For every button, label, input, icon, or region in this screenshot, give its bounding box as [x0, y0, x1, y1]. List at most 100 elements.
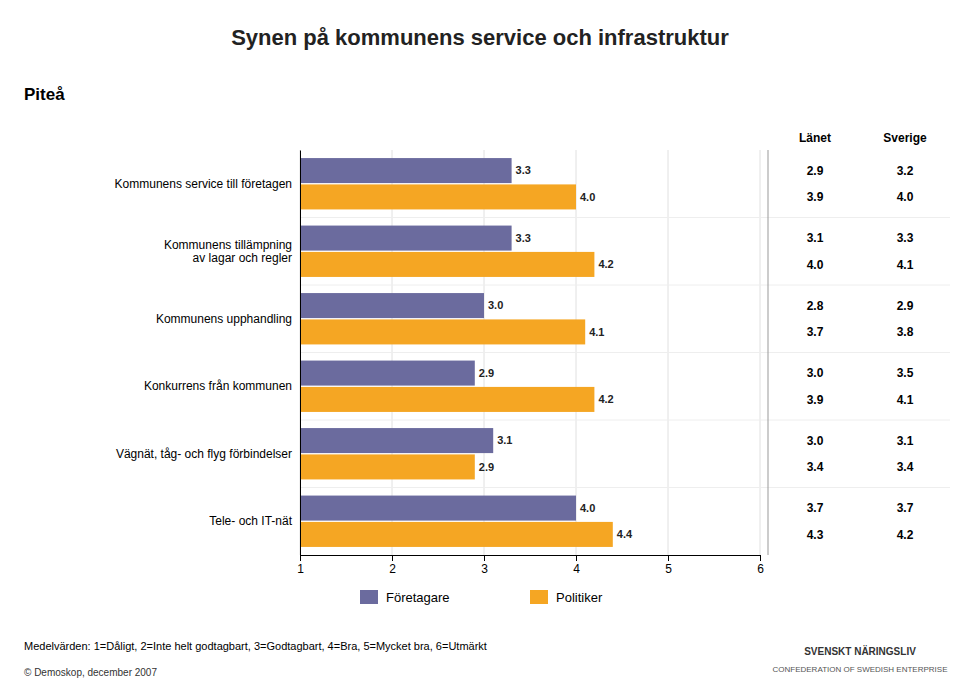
x-tick-mark [300, 555, 301, 561]
data-label: 2.9 [479, 367, 494, 379]
y-tick: Konkurrens från kommunen [144, 379, 300, 393]
separators [300, 218, 950, 488]
data-label: 3.3 [516, 164, 531, 176]
annotation: © Demoskop, december 2007 [24, 667, 157, 678]
table-value: 2.9 [807, 164, 824, 178]
x-tick-mark [392, 555, 393, 561]
separator [300, 352, 950, 353]
x-tick-mark [668, 555, 669, 561]
data-label: 4.2 [598, 258, 613, 270]
annotation: CONFEDERATION OF SWEDISH ENTERPRISE [773, 665, 948, 674]
x-tick-mark [484, 555, 485, 561]
data-label: 3.0 [488, 299, 503, 311]
separator [300, 420, 950, 421]
table-value: 3.5 [897, 366, 914, 380]
separator [300, 487, 950, 488]
table-value: 4.3 [807, 528, 824, 542]
table-divider [768, 150, 769, 555]
data-label: 4.2 [598, 393, 613, 405]
legend-label: Politiker [556, 590, 603, 605]
table-value: 3.9 [807, 190, 824, 204]
table-value: 3.0 [807, 366, 824, 380]
category-label: Kommunens tillämpningav lagar och regler [164, 238, 292, 266]
y-tick: Kommunens service till företagen [115, 177, 300, 191]
table-value: 3.2 [897, 164, 914, 178]
table-value: 4.2 [897, 528, 914, 542]
table-value: 3.3 [897, 231, 914, 245]
table-value: 2.8 [807, 299, 824, 313]
table-value: 4.1 [897, 393, 914, 407]
table-value: 3.0 [807, 434, 824, 448]
category-label: Tele- och IT-nät [209, 514, 292, 528]
annotation: SVENSKT NÄRINGSLIV [804, 645, 916, 657]
y-axis: Kommunens service till företagen Kommunen… [115, 151, 301, 556]
x-tick-mark [760, 555, 761, 561]
bars [300, 158, 613, 547]
table-value: 3.1 [807, 231, 824, 245]
category-label: Kommunens service till företagen [115, 177, 292, 191]
separator [300, 285, 950, 286]
x-axis-line [301, 556, 761, 562]
data-label: 3.3 [516, 232, 531, 244]
data-labels: 3.33.33.02.93.14.04.04.24.14.22.94.4 [479, 164, 633, 540]
annotation: Medelvärden: 1=Dåligt, 2=Inte helt godta… [24, 640, 487, 652]
separator [300, 217, 950, 218]
x-tick-mark [576, 555, 577, 561]
y-axis-line [300, 151, 301, 556]
category-label: Kommunens upphandling [156, 312, 292, 326]
x-tick-label: 2 [389, 562, 396, 576]
table-value: 3.4 [807, 460, 824, 474]
table-value: 3.7 [897, 501, 914, 515]
category-label: Vägnät, tåg- och flyg förbindelser [116, 447, 292, 461]
bar [300, 454, 475, 479]
bar [300, 387, 594, 412]
x-tick-label: 3 [481, 562, 488, 576]
x-tick: 3 [481, 555, 488, 576]
legend: Företagare Politiker [360, 590, 603, 605]
subtitle: Piteå [24, 85, 65, 104]
data-label: 3.1 [497, 434, 512, 446]
y-tick: Vägnät, tåg- och flyg förbindelser [116, 447, 300, 461]
x-axis: 1 2 3 4 5 6 [297, 555, 764, 576]
x-tick: 6 [757, 555, 764, 576]
table-value: 4.0 [897, 190, 914, 204]
table-value: 3.1 [897, 434, 914, 448]
legend-swatch [360, 590, 378, 604]
bar [300, 361, 475, 386]
reference-table: Länet 2.9 3.1 2.8 3.0 3.0 3.7 3.9 4.0 3.7 3.9 3.4 4.… [799, 131, 927, 542]
data-label: 4.1 [589, 326, 604, 338]
y-tick: Kommunens upphandling [156, 312, 300, 326]
x-tick-label: 6 [757, 562, 764, 576]
table-header: Sverige [883, 131, 927, 145]
x-tick-label: 4 [573, 562, 580, 576]
table-value: 3.4 [897, 460, 914, 474]
bar [300, 319, 585, 344]
bar [300, 252, 594, 277]
legend-swatch [530, 590, 548, 604]
category-label: Konkurrens från kommunen [144, 379, 292, 393]
data-label: 4.0 [580, 191, 595, 203]
bar [300, 522, 613, 547]
x-tick-label: 5 [665, 562, 672, 576]
table-header: Länet [799, 131, 831, 145]
legend-label: Företagare [386, 590, 450, 605]
table-value: 3.8 [897, 325, 914, 339]
x-tick-label: 1 [297, 562, 304, 576]
x-tick: 5 [665, 555, 672, 576]
chart: Synen på kommunens service och infrastru… [0, 0, 960, 698]
title: Synen på kommunens service och infrastru… [231, 25, 729, 50]
x-tick: 1 [297, 555, 304, 576]
table-value: 4.1 [897, 258, 914, 272]
annotations: Medelvärden: 1=Dåligt, 2=Inte helt godta… [24, 640, 947, 678]
bar [300, 496, 576, 521]
y-tick: Tele- och IT-nät [209, 514, 300, 528]
x-tick: 4 [573, 555, 580, 576]
data-label: 4.4 [617, 528, 633, 540]
bar [300, 158, 512, 183]
table-value: 3.7 [807, 501, 824, 515]
table-value: 3.9 [807, 393, 824, 407]
x-tick: 2 [389, 555, 396, 576]
table-value: 4.0 [807, 258, 824, 272]
table-value: 3.7 [807, 325, 824, 339]
bar [300, 184, 576, 209]
